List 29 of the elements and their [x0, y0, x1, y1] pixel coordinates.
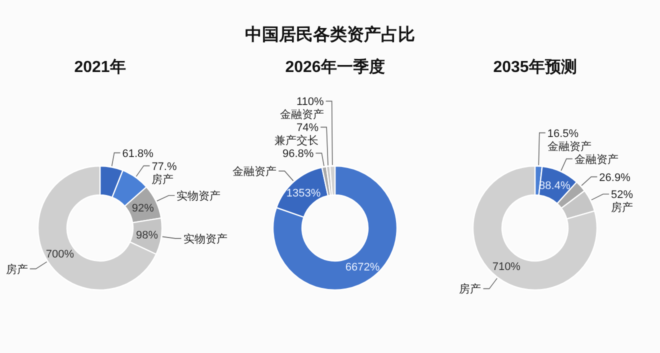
- slice-label: 金融资产: [280, 108, 324, 122]
- slice-label: 兼产交长: [274, 134, 319, 148]
- slice-label: 金融资产: [574, 152, 618, 166]
- text: 中国居民各类资产占比: [245, 25, 415, 44]
- data-label: 6672%: [345, 262, 380, 274]
- chart-title: 2021年: [74, 58, 126, 76]
- chart-title: 2035年预测: [493, 58, 577, 76]
- data-label: 74%: [296, 122, 319, 134]
- data-label: 98%: [136, 230, 158, 242]
- data-label: 52%: [611, 189, 634, 202]
- slice-label: 金融资产: [547, 140, 592, 153]
- slice-label: 实物资产: [183, 232, 228, 246]
- chart-title: 2026年一季度: [285, 57, 385, 76]
- data-label: 1353%: [286, 187, 321, 200]
- slice-label: 房产: [152, 172, 174, 186]
- data-label: 26.9%: [599, 172, 631, 184]
- data-label: 77.%: [152, 160, 177, 173]
- data-label: 700%: [46, 248, 74, 261]
- data-label: 92%: [132, 202, 154, 215]
- slice-label: 实物资产: [176, 189, 221, 202]
- slice-label: 房产: [459, 282, 482, 296]
- data-label: 61.8%: [122, 148, 154, 160]
- data-label: 96.8%: [282, 148, 314, 160]
- slice-label: 房产: [611, 201, 634, 214]
- slice-label: 房产: [6, 262, 28, 276]
- data-label: 710%: [492, 260, 521, 273]
- data-label: 16.5%: [547, 128, 579, 140]
- slice-label: 金融资产: [232, 165, 277, 178]
- data-label: 110%: [296, 96, 324, 108]
